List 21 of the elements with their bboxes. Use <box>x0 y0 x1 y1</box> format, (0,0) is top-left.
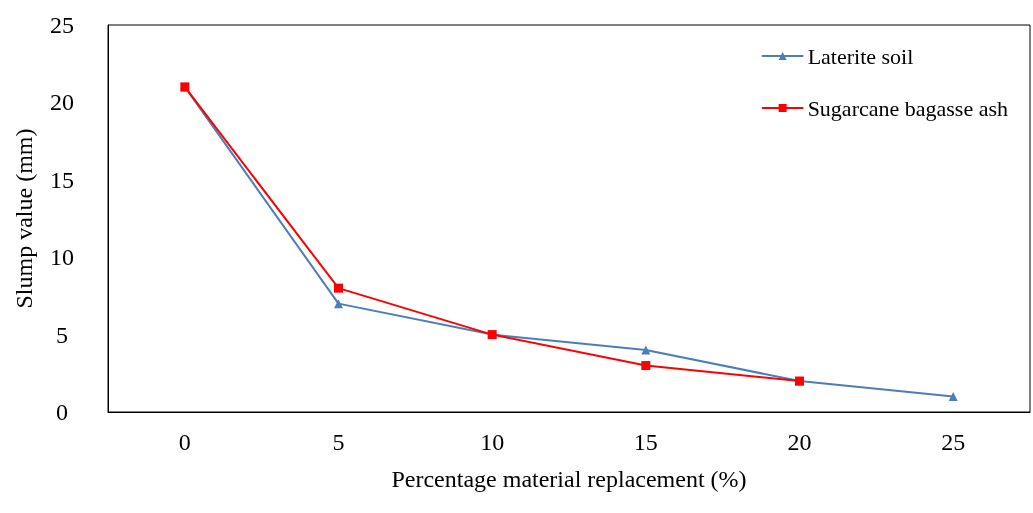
x-tick-label: 20 <box>787 429 812 455</box>
legend-label: Sugarcane bagasse ash <box>807 95 1009 121</box>
legend-label: Laterite soil <box>807 43 914 69</box>
x-tick-label: 10 <box>480 429 505 455</box>
point <box>948 392 958 402</box>
point <box>334 299 343 309</box>
x-axis-title: Percentage material replacement (%) <box>391 466 747 492</box>
y-tick-label: 0 <box>56 399 68 425</box>
y-axis-title: Slump value (mm) <box>11 128 37 309</box>
point <box>641 345 651 355</box>
x-tick-label: 25 <box>941 429 966 455</box>
y-tick-label: 15 <box>50 166 74 193</box>
y-tick-label: 10 <box>50 244 74 271</box>
x-tick-label: 15 <box>633 429 658 455</box>
y-tick-label: 5 <box>56 321 68 348</box>
x-tick-label: 5 <box>332 429 345 455</box>
point <box>334 283 343 293</box>
point <box>641 361 651 371</box>
x-tick-label: 0 <box>178 429 191 455</box>
y-tick-label: 25 <box>50 12 74 38</box>
y-tick-label: 20 <box>50 89 74 116</box>
